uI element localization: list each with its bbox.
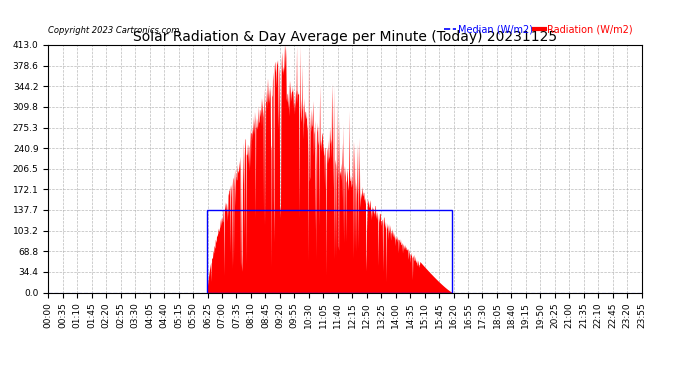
Title: Solar Radiation & Day Average per Minute (Today) 20231125: Solar Radiation & Day Average per Minute…	[133, 30, 557, 44]
Text: Copyright 2023 Cartronics.com: Copyright 2023 Cartronics.com	[48, 26, 179, 35]
Bar	[207, 210, 453, 292]
Legend: Median (W/m2), Radiation (W/m2): Median (W/m2), Radiation (W/m2)	[440, 20, 637, 38]
